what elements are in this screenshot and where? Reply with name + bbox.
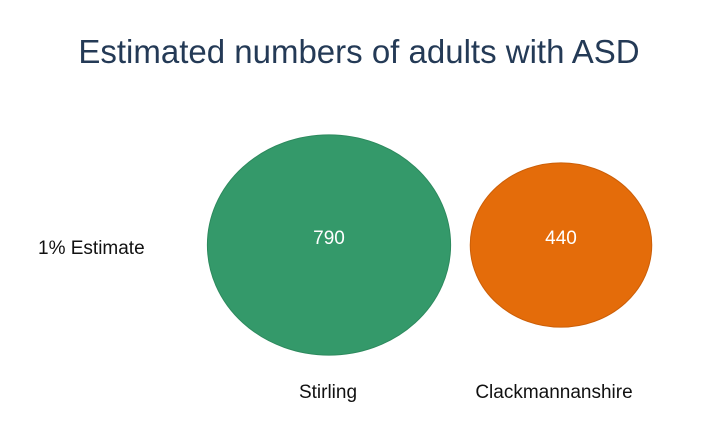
value-label-clackmannanshire: 440 [545, 228, 577, 249]
bubble-stirling [206, 134, 452, 356]
category-label-stirling: Stirling [299, 382, 357, 403]
bubble-clackmannanshire [469, 162, 653, 328]
row-label: 1% Estimate [38, 238, 145, 259]
category-label-clackmannanshire: Clackmannanshire [475, 382, 632, 403]
chart-title: Estimated numbers of adults with ASD [78, 33, 640, 70]
value-label-stirling: 790 [313, 228, 345, 249]
